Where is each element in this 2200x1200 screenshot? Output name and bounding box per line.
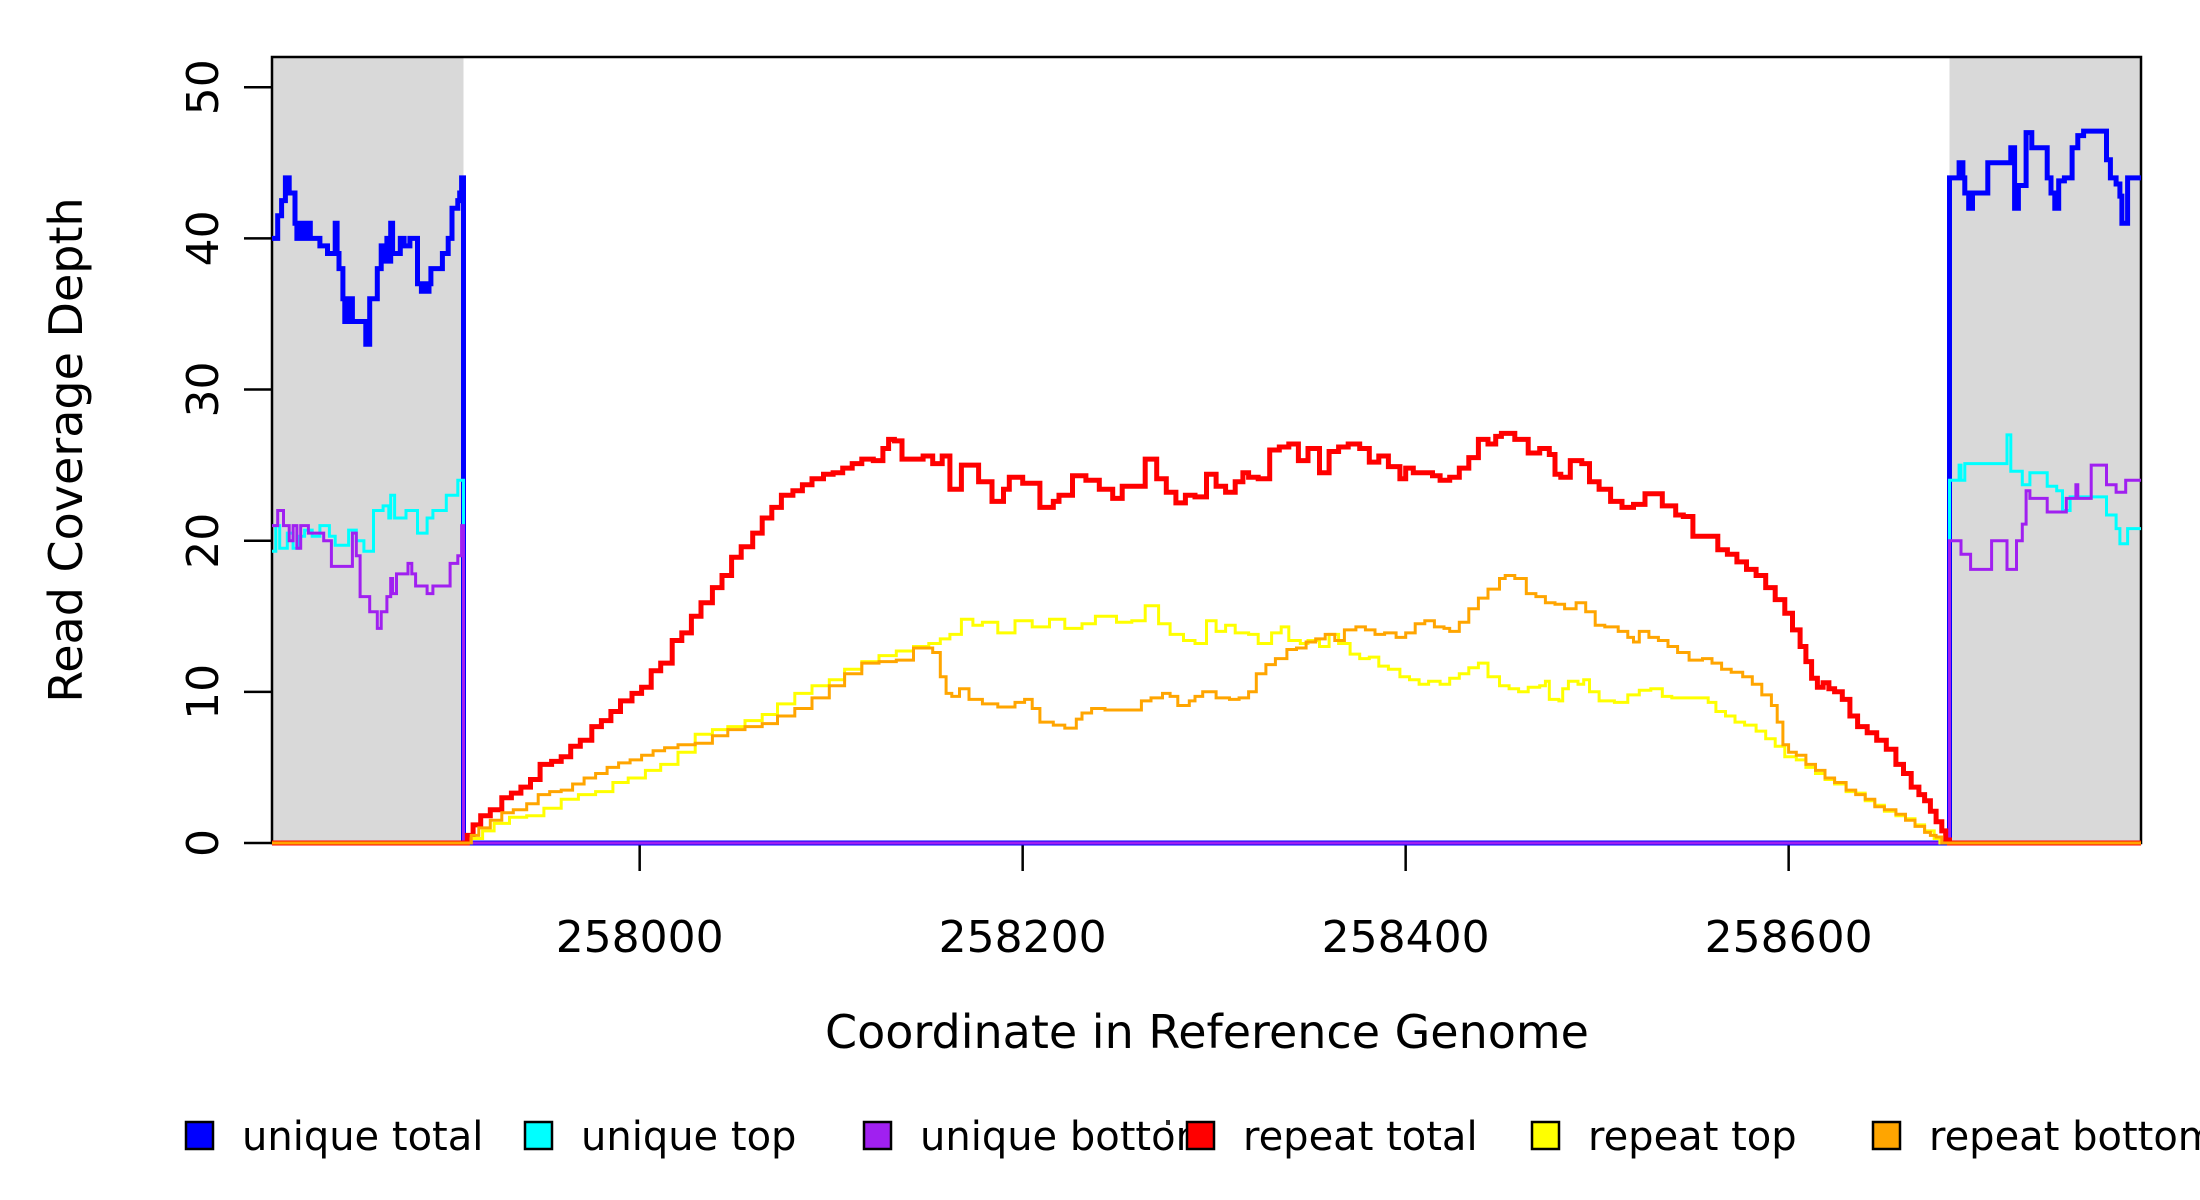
series-line-unique-total [272,128,2141,846]
x-tick-label: 258600 [1705,912,1873,963]
legend-item-unique-top: unique top [523,1114,796,1160]
series-layer [272,128,2141,846]
legend-swatch-repeat-total [1185,1120,1216,1151]
legend: unique total unique top unique bottom repea… [184,1114,2200,1160]
left-unique-region [272,57,464,843]
right-unique-region [1949,57,2141,843]
legend-swatch-unique-bottom [862,1120,893,1151]
shaded-regions [272,57,2141,843]
y-tick-label: 10 [178,664,229,720]
legend-label: unique bottom [920,1114,1215,1160]
legend-swatch-repeat-top [1530,1120,1561,1151]
legend-label: repeat total [1243,1114,1478,1160]
series-line-unique-bottom [272,463,2141,845]
x-axis-title: Coordinate in Reference Genome [825,1005,1589,1059]
y-tick-label: 50 [178,59,229,115]
legend-label: unique top [581,1114,796,1160]
axis-tick-layer [244,85,1790,871]
legend-item-repeat-top: repeat top [1530,1114,1797,1160]
legend-item-repeat-total: repeat total [1185,1114,1478,1160]
series-line-unique-top [272,433,2141,845]
x-tick-label: 258200 [939,912,1107,963]
series-line-repeat-bottom [272,574,2141,845]
legend-swatch-repeat-bottom [1871,1120,1902,1151]
legend-label: unique total [242,1114,483,1160]
legend-item-unique-bottom: unique bottom [862,1114,1215,1160]
legend-swatch-unique-top [523,1120,554,1151]
y-tick-label: 20 [178,513,229,569]
legend-label: repeat bottom [1929,1114,2200,1160]
x-tick-label: 258000 [556,912,724,963]
legend-label: repeat top [1588,1114,1797,1160]
y-tick-label: 40 [178,210,229,266]
x-tick-label: 258400 [1322,912,1490,963]
legend-item-unique-total: unique total [184,1114,483,1160]
annotation-layer [1166,1120,1170,1125]
stray-mark [1166,1120,1170,1125]
legend-item-repeat-bottom: repeat bottom [1871,1114,2200,1160]
y-axis-title: Read Coverage Depth [39,197,93,702]
y-tick-label: 30 [178,362,229,418]
y-tick-label: 0 [178,829,229,857]
series-line-repeat-total [272,430,2141,846]
legend-swatch-unique-total [184,1120,215,1151]
tick-label-layer: 258000 258200 258400 258600 0 10 20 30 40 50 [178,59,1873,963]
